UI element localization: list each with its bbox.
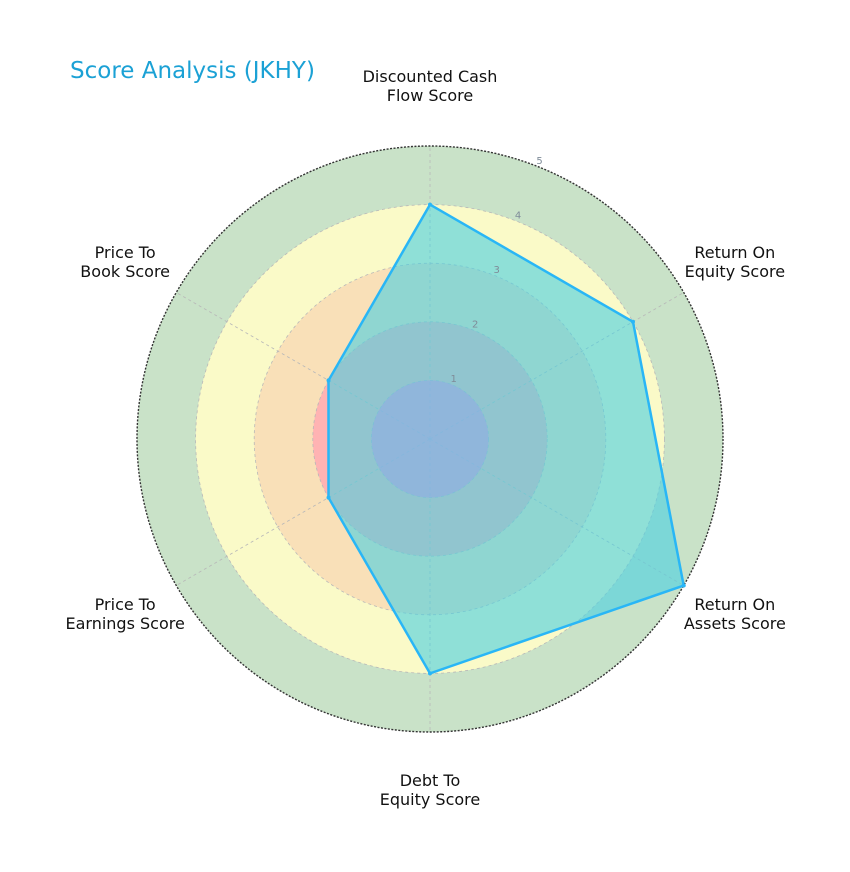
data-point	[681, 583, 686, 588]
tick-label: 1	[450, 374, 456, 385]
axis-label: Debt To Equity Score	[380, 771, 481, 809]
axis-label-line: Book Score	[80, 262, 170, 281]
axis-label: Return On Equity Score	[685, 243, 786, 281]
tick-label: 4	[515, 210, 521, 221]
axis-label-line: Equity Score	[685, 262, 786, 281]
axis-label: Discounted Cash Flow Score	[363, 67, 498, 105]
inner-score-circle	[371, 380, 489, 498]
axis-label-line: Equity Score	[380, 790, 481, 809]
axis-label-line: Earnings Score	[65, 614, 184, 633]
data-point	[428, 671, 432, 676]
axis-label: Price To Book Score	[80, 243, 170, 281]
data-point	[428, 202, 432, 207]
axis-label-line: Discounted Cash	[363, 67, 498, 86]
tick-label: 5	[536, 156, 542, 167]
axis-label-line: Return On	[694, 595, 775, 614]
outer-border	[136, 145, 724, 733]
axis-label-line: Flow Score	[387, 86, 473, 105]
axis-label-line: Price To	[95, 243, 156, 262]
axis-label-line: Debt To	[400, 771, 461, 790]
axis-label-line: Assets Score	[684, 614, 786, 633]
data-point	[326, 378, 331, 383]
data-point	[630, 319, 635, 324]
chart-title: Score Analysis (JKHY)	[70, 58, 315, 84]
series-layer	[326, 202, 686, 676]
tick-label: 2	[472, 319, 478, 330]
series-area	[328, 204, 684, 674]
axis-label-line: Return On	[694, 243, 775, 262]
axis-label: Return On Assets Score	[684, 595, 786, 633]
data-point	[326, 495, 331, 500]
axis-label: Price To Earnings Score	[65, 595, 184, 633]
axis-label-line: Price To	[95, 595, 156, 614]
radial-tick-labels: 1 2 3 4 5	[450, 156, 542, 385]
tick-label: 3	[493, 265, 499, 276]
